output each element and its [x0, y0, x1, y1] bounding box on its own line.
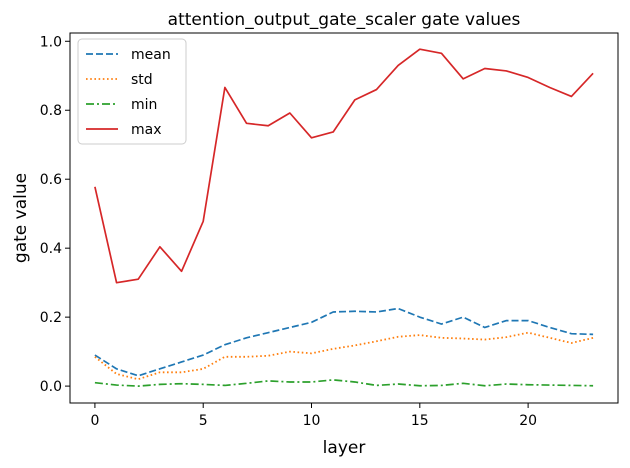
x-tick-label: 20 — [519, 413, 537, 429]
x-tick-label: 15 — [411, 413, 429, 429]
series-line-mean — [94, 307, 594, 377]
plot-area — [94, 48, 594, 387]
y-tick-label: 0.8 — [40, 103, 62, 119]
y-tick-label: 0.2 — [40, 310, 62, 326]
legend: mean std min max — [77, 38, 187, 145]
legend-label-mean: mean — [131, 47, 171, 63]
legend-label-std: std — [131, 72, 153, 88]
y-tick-label: 0.6 — [40, 172, 62, 188]
series-line-std — [94, 331, 594, 381]
plot-frame — [69, 32, 619, 404]
x-tick-label: 5 — [199, 413, 208, 429]
y-axis-label: gate value — [11, 173, 31, 263]
x-tick-label: 10 — [303, 413, 321, 429]
series-line-max — [94, 48, 594, 284]
y-axis: 0.0 0.2 0.4 0.6 0.8 1.0 — [40, 34, 70, 395]
legend-label-min: min — [131, 97, 157, 113]
x-axis: 0 5 10 15 20 — [90, 403, 537, 429]
chart-title: attention_output_gate_scaler gate values — [168, 10, 521, 30]
y-tick-label: 0.4 — [40, 241, 62, 257]
y-tick-label: 1.0 — [40, 34, 62, 50]
legend-box — [77, 38, 187, 145]
x-axis-label: layer — [323, 438, 366, 458]
y-tick-label: 0.0 — [40, 379, 62, 395]
legend-label-max: max — [131, 122, 162, 138]
series-line-min — [94, 379, 594, 387]
x-tick-label: 0 — [90, 413, 99, 429]
